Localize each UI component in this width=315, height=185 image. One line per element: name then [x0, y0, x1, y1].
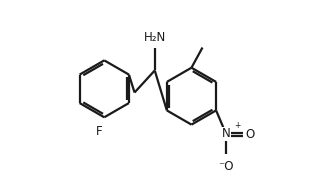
Text: H₂N: H₂N — [144, 31, 166, 44]
Text: F: F — [95, 125, 102, 138]
Text: +: + — [234, 121, 240, 130]
Text: N: N — [222, 127, 231, 140]
Text: ⁻O: ⁻O — [219, 160, 234, 173]
Text: O: O — [245, 128, 255, 141]
